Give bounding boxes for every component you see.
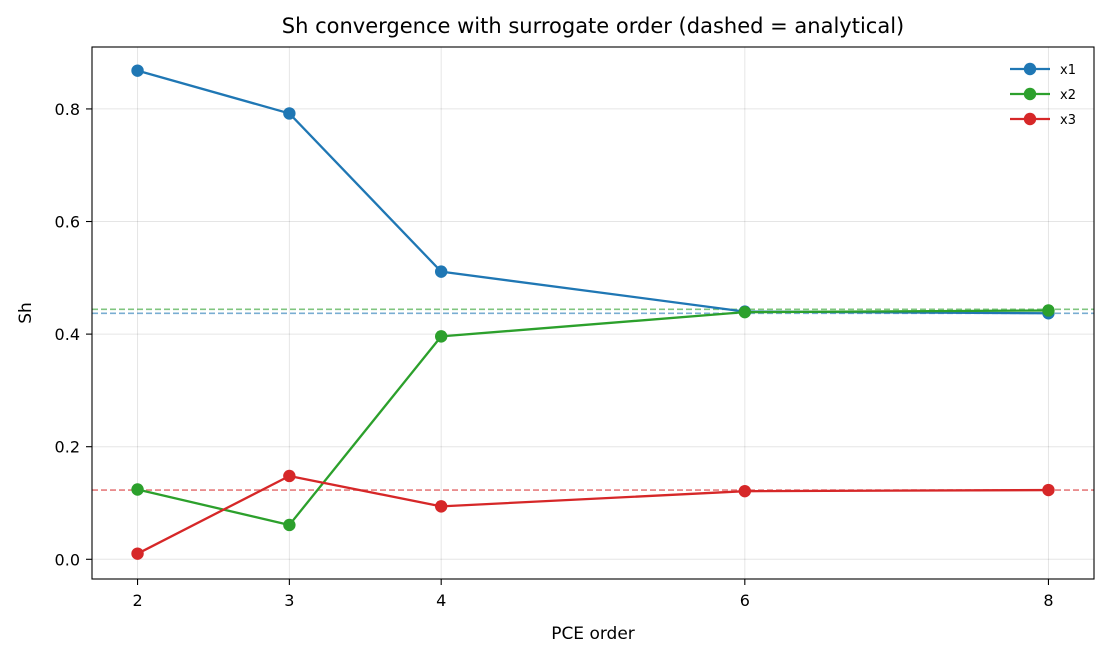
chart-title: Sh convergence with surrogate order (das…: [282, 14, 904, 38]
data-point-x3: [131, 547, 144, 560]
series-lines: [131, 64, 1055, 560]
data-point-x2: [131, 483, 144, 496]
x-axis-label: PCE order: [551, 624, 635, 644]
x-axis-ticks: 2 3 4 6 8: [132, 579, 1054, 610]
data-point-x1: [283, 107, 296, 120]
analytical-reference-lines: [92, 308, 1094, 491]
data-point-x3: [738, 484, 752, 498]
data-point-x1: [131, 64, 144, 77]
x-tick-label: 8: [1043, 591, 1053, 610]
data-point-x3: [283, 469, 296, 483]
legend-marker-x1: [1023, 62, 1037, 76]
y-tick-label: 0.8: [55, 100, 80, 119]
y-tick-label: 0.2: [55, 438, 80, 457]
legend-label-x3: x3: [1060, 113, 1076, 128]
legend-label-x2: x2: [1060, 88, 1076, 103]
y-axis-label: Sh: [16, 302, 36, 324]
x-tick-label: 3: [284, 591, 294, 610]
data-point-x3: [1042, 483, 1055, 497]
data-point-x2: [1042, 304, 1055, 317]
legend-marker-x2: [1023, 87, 1037, 101]
y-axis-ticks: 0.0 0.2 0.4 0.6 0.8: [55, 100, 92, 569]
data-point-x1: [434, 265, 448, 278]
y-tick-label: 0.6: [55, 213, 80, 232]
data-point-x3: [434, 500, 448, 513]
y-tick-label: 0.0: [55, 550, 80, 569]
data-point-x2: [738, 305, 752, 319]
y-tick-label: 0.4: [55, 325, 80, 344]
x-tick-label: 6: [740, 591, 750, 610]
legend: x1 x2 x3: [1010, 62, 1076, 128]
x-tick-label: 4: [436, 591, 446, 610]
data-point-x2: [434, 330, 448, 343]
data-point-x2: [283, 518, 296, 532]
legend-marker-x3: [1023, 112, 1037, 126]
plot-area-frame: [91, 46, 1095, 580]
legend-label-x1: x1: [1060, 63, 1076, 78]
x-tick-label: 2: [132, 591, 142, 610]
